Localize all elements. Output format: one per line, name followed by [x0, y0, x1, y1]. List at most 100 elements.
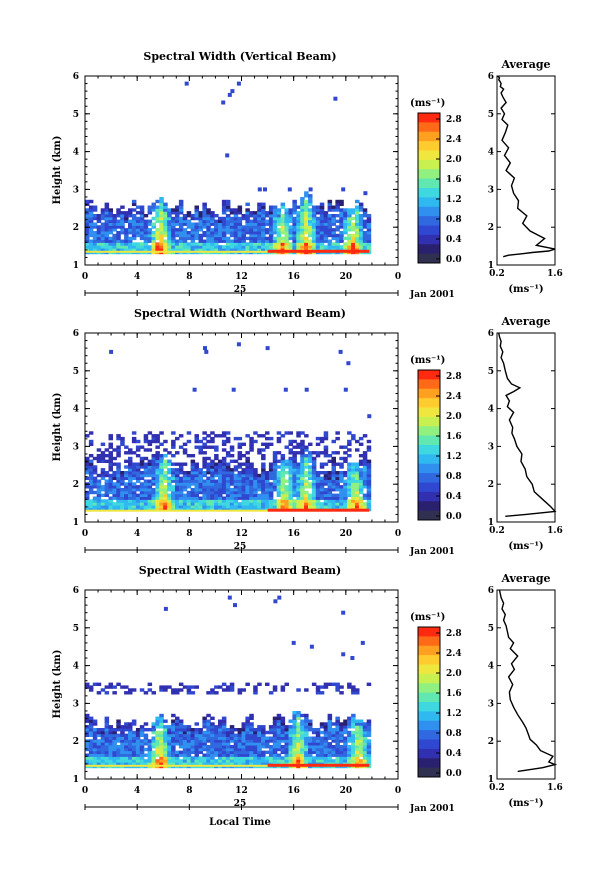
- colorbar-tick-label: 0.4: [446, 235, 462, 245]
- heatmap-cell: [139, 482, 145, 486]
- heatmap-cell: [304, 456, 309, 461]
- heatmap-cell: [319, 485, 325, 489]
- heatmap-cell: [171, 742, 176, 746]
- heatmap-cell: [190, 499, 196, 503]
- colorbar-swatch: [418, 178, 440, 189]
- heatmap-cell: [276, 722, 282, 726]
- heatmap-cell: [147, 507, 153, 512]
- heatmap-cell: [131, 236, 137, 241]
- heatmap-cell: [351, 482, 356, 486]
- heatmap-cell: [265, 231, 270, 235]
- heatmap-cell: [186, 762, 192, 766]
- heatmap-cell: [300, 473, 305, 478]
- heatmap-cell: [288, 505, 293, 509]
- heatmap-cell: [241, 730, 246, 735]
- date-axis: 25 Jan 2001: [85, 799, 455, 814]
- heatmap-cell: [147, 485, 153, 489]
- heatmap-cell: [96, 759, 102, 763]
- heatmap-cell: [202, 499, 207, 503]
- heatmap-cell: [218, 753, 223, 757]
- heatmap-cell: [300, 733, 305, 737]
- heatmap-cell: [245, 728, 250, 732]
- heatmap-cell: [159, 442, 164, 446]
- heatmap-cell: [355, 236, 360, 241]
- heatmap-cell: [280, 502, 286, 506]
- heatmap-cell: [151, 454, 156, 458]
- heatmap-cell: [198, 222, 203, 226]
- heatmap-cell: [292, 205, 297, 209]
- heatmap-cell: [182, 739, 188, 743]
- heatmap-cell: [171, 454, 176, 458]
- heatmap-cell: [304, 719, 309, 723]
- heatmap-cell: [159, 507, 164, 512]
- heatmap-cell: [163, 736, 168, 740]
- heatmap-cell: [210, 211, 215, 215]
- heatmap-cell: [331, 231, 336, 235]
- heatmap-cell: [261, 434, 266, 438]
- heatmap-cell: [292, 502, 297, 506]
- heatmap-cell: [253, 505, 258, 509]
- heatmap-cell: [163, 462, 168, 466]
- heatmap-cell: [308, 485, 313, 489]
- heatmap-cell: [276, 431, 282, 435]
- heatmap-cell: [245, 745, 250, 749]
- heatmap-cell: [237, 482, 243, 486]
- heatmap-cell: [233, 222, 239, 226]
- heatmap-cell: [151, 434, 156, 438]
- heatmap-cell: [237, 479, 243, 483]
- heatmap-cell: [155, 759, 160, 763]
- heatmap-echo: [341, 652, 346, 657]
- heatmap-cell: [202, 442, 207, 446]
- heatmap-cell: [308, 456, 313, 461]
- heatmap-cell: [143, 739, 149, 743]
- heatmap-cell: [218, 233, 223, 238]
- heatmap-cell: [304, 482, 309, 486]
- colorbar-frame: [417, 112, 441, 264]
- heatmap-cell: [229, 248, 235, 252]
- heatmap-cell: [221, 208, 227, 212]
- heatmap-cell: [143, 493, 149, 497]
- heatmap-cell: [323, 482, 329, 486]
- heatmap-cell: [265, 756, 270, 760]
- heatmap-cell: [88, 439, 94, 444]
- heatmap-cell: [124, 739, 129, 743]
- heatmap-cell: [221, 730, 227, 735]
- heatmap-cell: [194, 728, 199, 732]
- heatmap-cell: [175, 239, 180, 243]
- heatmap-cell: [280, 476, 286, 480]
- heatmap-cell: [85, 465, 90, 469]
- heatmap-cell: [261, 733, 266, 737]
- heatmap-cell: [182, 685, 188, 689]
- y-tick-label: 6: [73, 329, 79, 339]
- heatmap-cell: [272, 688, 278, 692]
- heatmap-cell: [186, 476, 192, 480]
- heatmap-cell: [178, 499, 184, 503]
- heatmap-cell: [308, 476, 313, 480]
- heatmap-cell: [214, 762, 219, 766]
- heatmap-cell: [343, 745, 348, 749]
- heatmap-cell: [253, 685, 258, 689]
- heatmap-cell: [233, 728, 239, 732]
- heatmap-cell: [155, 468, 160, 472]
- heatmap-cell: [323, 682, 329, 686]
- heatmap-cell: [300, 462, 305, 466]
- heatmap-cell: [292, 733, 297, 737]
- heatmap-cell: [108, 482, 113, 486]
- heatmap-cell: [351, 488, 356, 492]
- heatmap-cell: [288, 488, 293, 492]
- heatmap-cell: [92, 233, 98, 238]
- heatmap-cell: [139, 222, 145, 226]
- heatmap-cell: [311, 736, 317, 740]
- heatmap-cell: [358, 733, 364, 737]
- heatmap-cell: [147, 462, 153, 466]
- heatmap-cell: [335, 502, 340, 506]
- heatmap-cell: [237, 248, 243, 252]
- heatmap-cell: [272, 245, 278, 249]
- heatmap-cell: [120, 745, 125, 749]
- heatmap-echo: [367, 414, 372, 419]
- heatmap-cell: [221, 753, 227, 757]
- heatmap-cell: [190, 216, 196, 221]
- heatmap-cell: [296, 505, 301, 509]
- heatmap-cell: [206, 488, 211, 492]
- heatmap-cell: [182, 745, 188, 749]
